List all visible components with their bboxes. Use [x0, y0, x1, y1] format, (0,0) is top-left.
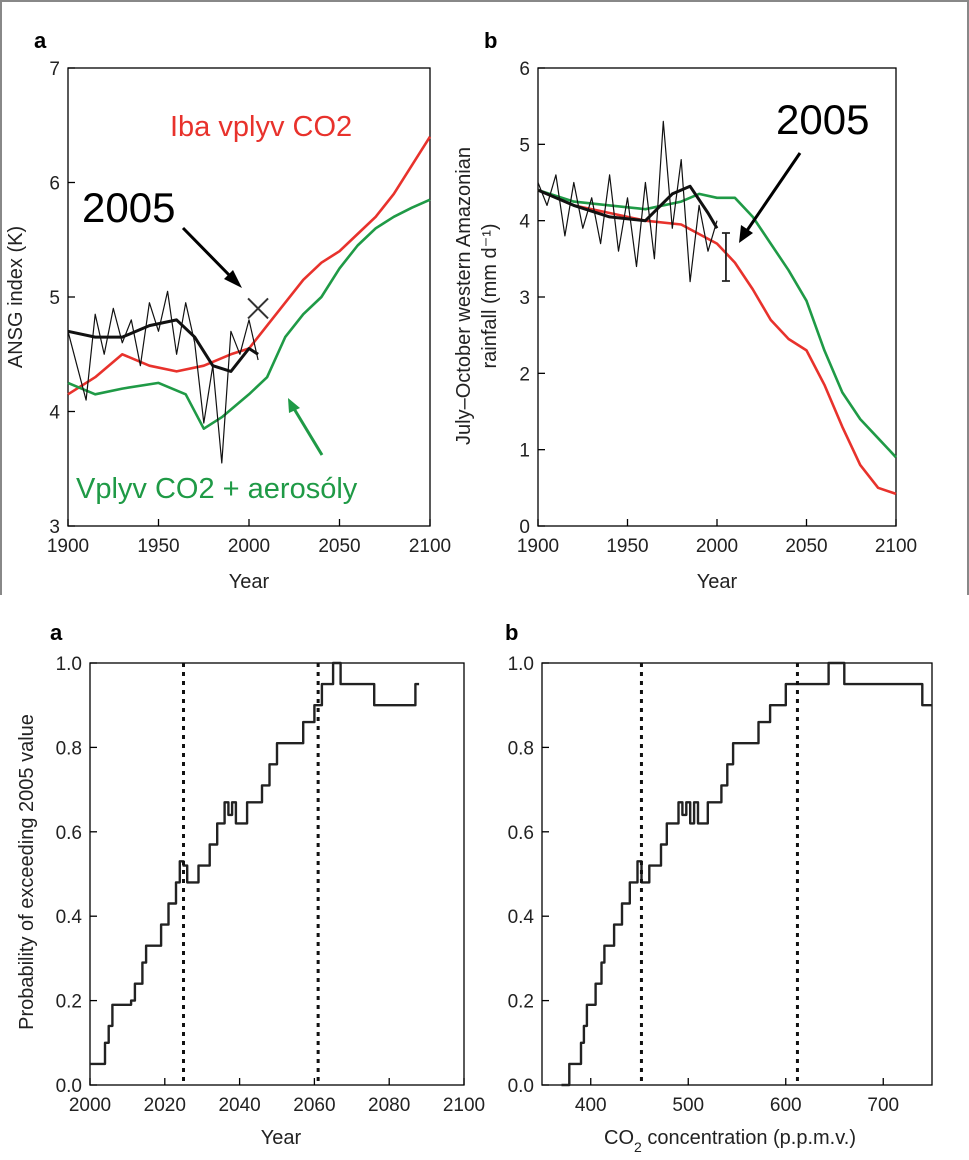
xtick-label: 600	[770, 1095, 802, 1116]
ytick-label: 0.0	[56, 1076, 82, 1097]
series-observed_raw-line	[67, 290, 259, 464]
ytick-label: 0.6	[56, 823, 82, 844]
annotation-2005-top-a: 2005	[82, 184, 175, 231]
panel-top-b-xlabel: Year	[697, 571, 738, 593]
panel-bottom-b-frame	[541, 662, 933, 1086]
ytick-label: 0.8	[56, 738, 82, 759]
xtick-label: 400	[575, 1095, 607, 1116]
series-observed_raw-line	[537, 120, 718, 283]
arrow-aerosols	[291, 406, 324, 456]
panel-bottom-a-label: a	[50, 620, 63, 645]
ytick-label: 0.2	[56, 992, 82, 1013]
ytick-label: 5	[49, 288, 60, 309]
panel-bottom-a-xlabel: Year	[261, 1127, 302, 1149]
ytick-label: 0.8	[508, 738, 534, 759]
ytick-label: 3	[49, 517, 60, 538]
panel-bottom-b-xlabel: CO2 concentration (p.p.m.v.)	[604, 1127, 856, 1155]
panel-bottom-a-frame	[89, 662, 465, 1086]
series-co2_only-line	[67, 136, 432, 396]
panel-top-a-ylabel: ANSG index (K)	[5, 226, 27, 368]
panel-bottom-b-label: b	[505, 620, 518, 645]
ytick-label: 3	[519, 288, 530, 309]
panel-bottom-b: b 400 500 600 700 0.0 0.2 0.4 0.6 0.8 1.0 CO2 con…	[505, 620, 933, 1155]
xtick-label: 2100	[443, 1095, 485, 1116]
ytick-label: 6	[49, 174, 60, 195]
xtick-label: 500	[672, 1095, 704, 1116]
panel-top-b: b 1900 1950 2000 2050 2100 0 1 2 3 4 5 6 Year July–…	[453, 28, 917, 593]
arrow-2005-top-b	[744, 152, 802, 233]
ytick-label: 1.0	[508, 654, 534, 675]
ytick-label: 2	[519, 364, 530, 385]
series-probability-line	[90, 661, 420, 1066]
panel-top-a-label: a	[34, 28, 47, 53]
xtick-label: 2040	[218, 1095, 260, 1116]
xtick-label: 2080	[368, 1095, 410, 1116]
ytick-label: 0.4	[56, 907, 83, 928]
arrow-head-2005-top-a	[224, 270, 242, 288]
ytick-label: 4	[49, 403, 60, 424]
arrow-2005-top-a	[181, 226, 236, 282]
marker-2005	[247, 297, 269, 320]
xtick-label: 2050	[785, 536, 827, 557]
ytick-label: 0	[519, 517, 530, 538]
xtick-label: 1950	[606, 536, 648, 557]
ytick-label: 0.6	[508, 823, 534, 844]
ytick-label: 5	[519, 135, 530, 156]
annotation-co2-only: Iba vplyv CO2	[170, 111, 352, 143]
arrow-head-aerosols	[288, 398, 300, 413]
panel-top-b-ylabel-line1: July–October western Amazonian	[453, 147, 475, 445]
xtick-label: 2100	[409, 536, 451, 557]
series-co2_aerosols-line	[537, 188, 897, 459]
series-observed_smooth-line	[67, 318, 259, 373]
arrow-head-2005-top-b	[739, 225, 753, 243]
ytick-label: 0.4	[508, 907, 535, 928]
ytick-label: 0.0	[508, 1076, 534, 1097]
xtick-label: 2000	[69, 1095, 111, 1116]
xtick-label: 1950	[137, 536, 179, 557]
ytick-label: 6	[519, 59, 530, 80]
annotation-co2-aerosols: Vplyv CO2 + aerosóly	[76, 473, 358, 505]
xtick-label: 2100	[875, 536, 917, 557]
panel-bottom-a-ylabel: Probability of exceeding 2005 value	[16, 714, 38, 1030]
xtick-label: 1900	[517, 536, 559, 557]
xtick-label: 2000	[696, 536, 738, 557]
ytick-label: 0.2	[508, 992, 534, 1013]
annotation-2005-top-b: 2005	[776, 96, 869, 143]
xtick-label: 2000	[228, 536, 270, 557]
series-co2_aerosols-line	[67, 198, 431, 430]
series-co2_only-line	[537, 188, 897, 496]
ytick-label: 1.0	[56, 654, 82, 675]
panel-top-a-xlabel: Year	[229, 571, 270, 593]
ytick-label: 1	[519, 441, 530, 462]
panel-top-a: a 1900 1950 2000 2050 2100 3 4 5 6 7 Year ANSG in…	[5, 28, 451, 593]
xtick-label: 2020	[144, 1095, 186, 1116]
panel-top-b-ylabel-line2: rainfall (mm d⁻¹)	[479, 223, 501, 368]
xtick-label: 700	[867, 1095, 899, 1116]
series-probability-line	[561, 661, 932, 1087]
series-observed_smooth-line	[537, 184, 719, 230]
xtick-label: 2060	[293, 1095, 335, 1116]
xtick-label: 2050	[318, 536, 360, 557]
xtick-label: 1900	[47, 536, 89, 557]
ytick-label: 7	[49, 59, 60, 80]
marker-2005-errorbar	[721, 232, 730, 282]
ytick-label: 4	[519, 212, 530, 233]
panel-bottom-a: a 2000 2020 2040 2060 2080 2100 0.0 0.2 0.4 0.6 0.…	[16, 620, 485, 1149]
panel-top-b-label: b	[484, 28, 497, 53]
